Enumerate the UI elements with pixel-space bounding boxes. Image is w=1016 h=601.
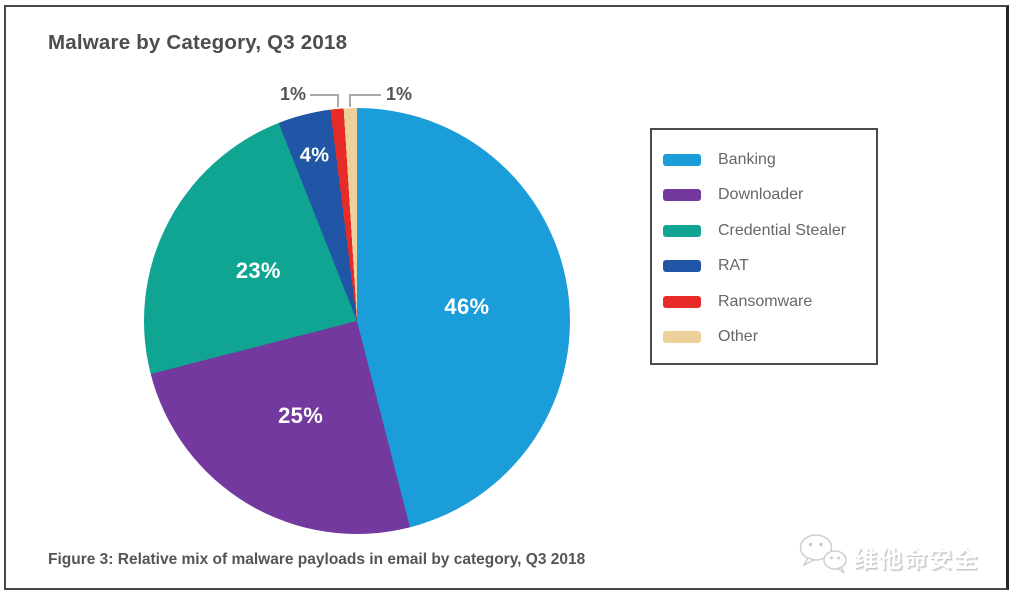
legend-label: Credential Stealer <box>718 221 847 239</box>
legend-label: RAT <box>718 257 749 275</box>
legend-box: Banking Downloader Credential Stealer RAT Ra… <box>650 128 878 365</box>
callout-label-other: 1% <box>386 84 413 104</box>
figure-caption: Figure 3: Relative mix of malware payloa… <box>48 551 586 568</box>
pie-label-rat: 4% <box>299 144 330 167</box>
legend-item-downloader: Downloader <box>663 178 876 214</box>
legend-item-other: Other <box>663 320 876 356</box>
legend-item-credential-stealer: Credential Stealer <box>663 213 876 249</box>
legend-label: Ransomware <box>718 292 813 310</box>
callout-label-ransomware: 1% <box>279 84 306 104</box>
legend-item-rat: RAT <box>663 249 876 285</box>
wechat-logo-icon <box>798 532 848 581</box>
pie-label-banking: 46% <box>444 294 490 320</box>
pie-label-downloader: 25% <box>278 403 324 429</box>
pie-label-credential-stealer: 23% <box>235 257 281 283</box>
legend-swatch <box>663 331 701 344</box>
legend-label: Banking <box>718 150 776 168</box>
callout-line-ransomware <box>310 94 339 107</box>
legend-swatch <box>663 153 701 166</box>
legend-swatch <box>663 189 701 202</box>
legend-swatch <box>663 260 701 273</box>
watermark: 维他命安全 <box>798 532 979 581</box>
chart-title: Malware by Category, Q3 2018 <box>48 31 348 54</box>
legend-label: Other <box>718 328 759 346</box>
callout-line-other <box>349 94 381 107</box>
legend-item-ransomware: Ransomware <box>663 284 876 320</box>
legend-swatch <box>663 295 701 308</box>
legend-label: Downloader <box>718 186 804 204</box>
watermark-text: 维他命安全 <box>854 545 979 572</box>
legend-item-banking: Banking <box>663 142 876 178</box>
pie-chart <box>144 108 570 534</box>
legend-swatch <box>663 224 701 237</box>
